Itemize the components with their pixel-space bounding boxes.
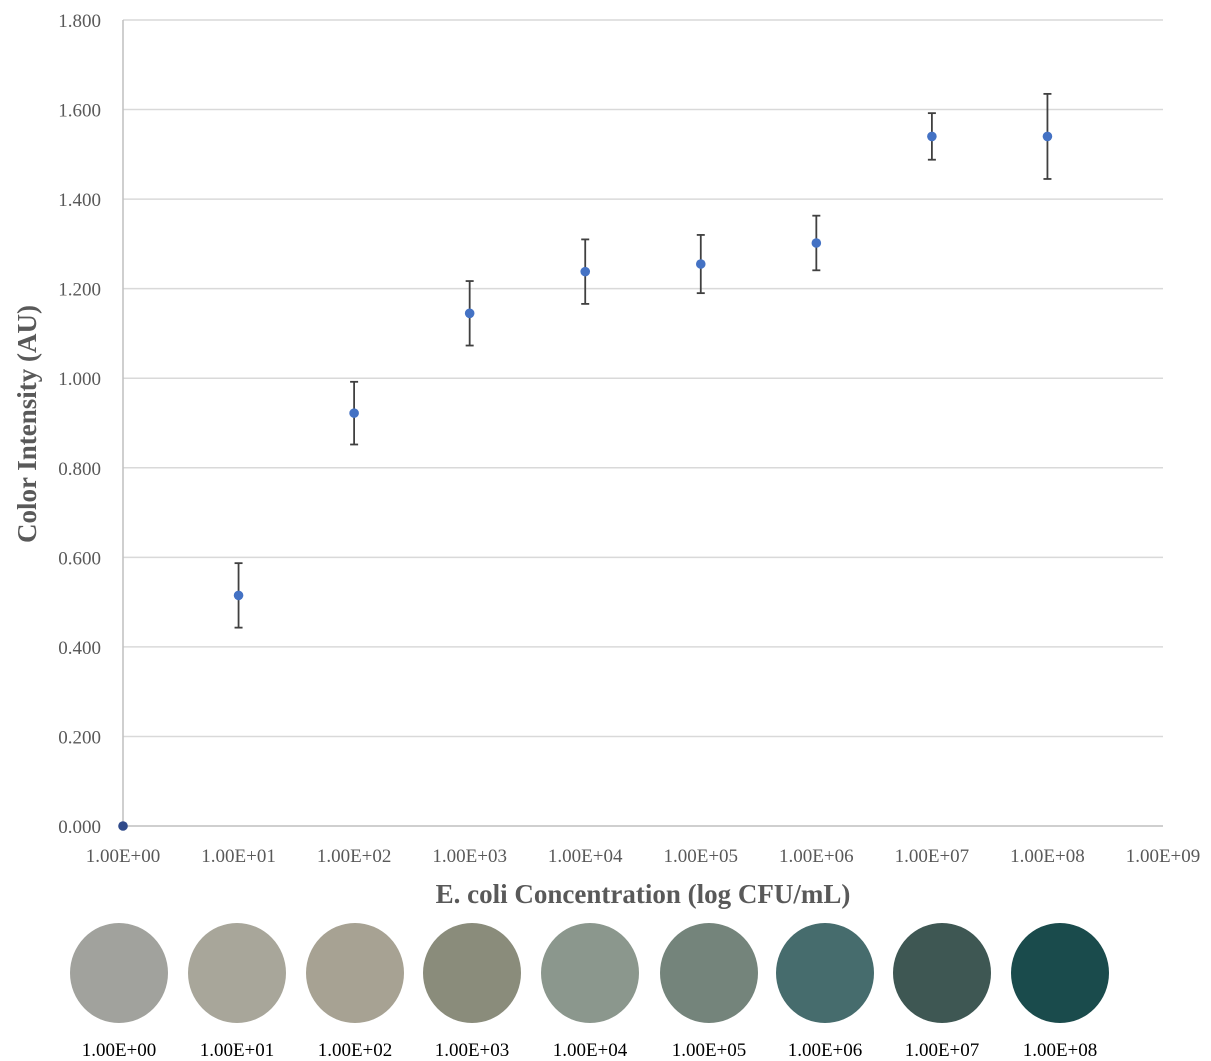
swatch-label: 1.00E+05	[672, 1040, 747, 1061]
swatch-label: 1.00E+04	[553, 1040, 628, 1061]
y-axis-title: Color Intensity (AU)	[12, 305, 42, 543]
swatch-label: 1.00E+03	[435, 1040, 510, 1061]
x-tick-label: 1.00E+09	[1126, 846, 1201, 867]
data-point	[464, 308, 475, 319]
x-tick-label: 1.00E+01	[201, 846, 276, 867]
color-swatch	[70, 923, 168, 1023]
x-tick-labels: 1.00E+00 1.00E+01 1.00E+02 1.00E+03 1.00E+04…	[86, 846, 1201, 867]
color-swatch	[893, 923, 991, 1023]
swatch-label: 1.00E+00	[82, 1040, 157, 1061]
swatch-label: 1.00E+02	[318, 1040, 393, 1061]
swatch-label: 1.00E+07	[905, 1040, 980, 1061]
y-tick-label: 0.000	[58, 817, 101, 838]
x-tick-label: 1.00E+03	[432, 846, 507, 867]
data-point	[349, 408, 359, 418]
data-point	[695, 259, 706, 269]
data-point	[580, 266, 591, 277]
y-tick-label: 0.400	[58, 638, 101, 659]
x-tick-label: 1.00E+02	[317, 846, 392, 867]
y-tick-labels: 0.000 0.200 0.400 0.600 0.800 1.000 1.200 1.400…	[58, 11, 101, 838]
data-point	[1042, 131, 1053, 142]
color-swatches: 1.00E+00 1.00E+01 1.00E+02 1.00E+03 1.00E+04…	[70, 923, 1109, 1061]
color-swatch	[423, 923, 521, 1023]
error-bars	[234, 92, 1052, 629]
color-swatch	[1011, 923, 1109, 1023]
swatch-label: 1.00E+01	[200, 1040, 275, 1061]
data-point	[811, 238, 822, 248]
y-tick-label: 1.800	[58, 11, 101, 32]
y-tick-label: 1.600	[58, 101, 101, 122]
data-point	[118, 821, 128, 831]
data-points	[118, 131, 1053, 831]
y-tick-label: 0.600	[58, 548, 101, 569]
x-tick-label: 1.00E+06	[779, 846, 854, 867]
x-tick-label: 1.00E+05	[663, 846, 738, 867]
color-swatch	[188, 923, 286, 1023]
y-tick-label: 0.200	[58, 727, 101, 748]
y-tick-label: 1.000	[58, 369, 101, 390]
x-tick-label: 1.00E+04	[548, 846, 623, 867]
x-tick-label: 1.00E+00	[86, 846, 161, 867]
y-tick-label: 1.400	[58, 190, 101, 211]
color-swatch	[306, 923, 404, 1023]
data-point	[233, 590, 244, 601]
y-tick-label: 1.200	[58, 280, 101, 301]
swatch-label: 1.00E+08	[1023, 1040, 1098, 1061]
x-axis-title: E. coli Concentration (log CFU/mL)	[436, 879, 851, 909]
color-swatch	[776, 923, 874, 1023]
swatch-label: 1.00E+06	[788, 1040, 863, 1061]
axes	[122, 20, 1163, 827]
x-tick-label: 1.00E+07	[895, 846, 970, 867]
color-swatch	[660, 923, 758, 1023]
y-tick-label: 0.800	[58, 459, 101, 480]
x-tick-label: 1.00E+08	[1010, 846, 1085, 867]
data-point	[927, 131, 937, 142]
gridlines	[123, 19, 1163, 738]
color-swatch	[541, 923, 639, 1023]
